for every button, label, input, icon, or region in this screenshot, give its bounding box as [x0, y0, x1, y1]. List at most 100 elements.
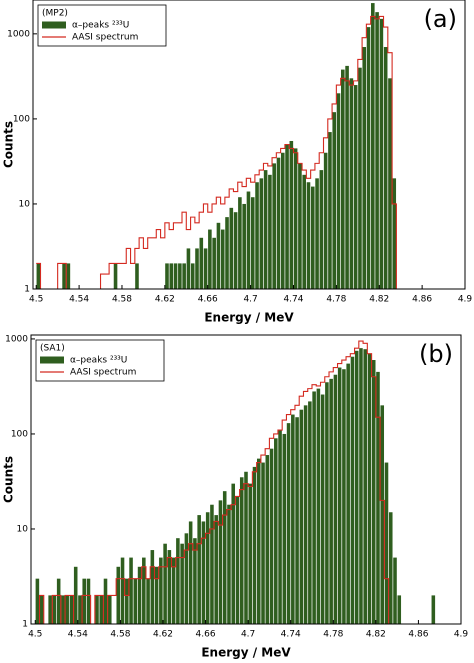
bar — [375, 12, 379, 289]
bar — [302, 174, 306, 289]
bar — [188, 521, 193, 624]
legend-swatch — [40, 356, 64, 364]
x-tick-label: 4.82 — [369, 295, 389, 305]
y-tick-label: 1 — [24, 285, 30, 295]
x-tick-label: 4.5 — [28, 630, 42, 640]
bar — [431, 595, 436, 624]
bar — [350, 356, 355, 624]
y-axis-title: Counts — [2, 121, 16, 168]
bar — [291, 414, 295, 624]
bar — [116, 566, 121, 624]
bar — [176, 538, 180, 624]
step-line — [35, 340, 461, 624]
bar — [125, 578, 129, 624]
bar — [358, 67, 362, 289]
bar — [289, 140, 294, 289]
x-tick-label: 4.74 — [281, 630, 301, 640]
bar — [261, 462, 265, 624]
bar — [312, 391, 316, 624]
bar — [272, 163, 276, 289]
bar — [193, 538, 197, 624]
bar — [195, 248, 199, 289]
bar — [303, 405, 308, 624]
bar — [199, 237, 204, 289]
bar — [379, 18, 384, 289]
bar — [269, 448, 274, 624]
bar — [95, 595, 99, 624]
bar — [286, 423, 291, 624]
bar — [48, 595, 52, 624]
bar — [299, 409, 304, 624]
x-axis-title: Energy / MeV — [201, 646, 291, 660]
plot-frame — [32, 0, 466, 290]
bar — [256, 458, 261, 624]
legend-title: (SA1) — [40, 344, 65, 354]
bar — [346, 363, 350, 624]
bar — [150, 550, 155, 624]
bar — [244, 471, 248, 624]
bar — [146, 578, 150, 624]
bar — [359, 348, 363, 624]
bar — [36, 263, 41, 289]
bar — [169, 263, 174, 289]
bar — [238, 197, 242, 289]
bar — [208, 229, 212, 289]
x-tick-label: 4.9 — [458, 295, 473, 305]
bar — [165, 263, 169, 289]
legend-label: α–peaks ²³³U — [70, 356, 127, 366]
bar — [171, 557, 176, 624]
bar — [265, 455, 270, 624]
bar — [259, 178, 264, 289]
legend-title: (MP2) — [42, 9, 68, 19]
bar — [298, 163, 302, 289]
bar — [69, 595, 74, 624]
bar — [135, 263, 139, 289]
bar — [285, 144, 289, 289]
bar — [337, 367, 342, 624]
step-line — [36, 15, 465, 289]
bar — [342, 369, 346, 624]
x-tick-label: 4.82 — [366, 630, 386, 640]
plot-area — [35, 340, 461, 624]
legend-label: α–peaks ²³³U — [72, 21, 129, 31]
bar — [186, 248, 191, 289]
bar — [371, 3, 375, 289]
bar — [225, 217, 229, 289]
y-tick-label: 100 — [13, 114, 30, 124]
bar — [388, 78, 392, 289]
y-tick-label: 100 — [11, 429, 28, 439]
bar — [99, 595, 104, 624]
bar — [52, 595, 57, 624]
bar — [325, 382, 329, 624]
bar — [184, 533, 189, 624]
bar — [392, 178, 397, 289]
bar — [113, 263, 118, 289]
bar — [268, 174, 272, 289]
bar — [220, 229, 225, 289]
bar — [222, 491, 227, 624]
bar — [61, 595, 65, 624]
x-tick-label: 4.54 — [68, 630, 88, 640]
bar — [216, 222, 221, 289]
plot-frame — [30, 334, 462, 625]
bar — [393, 557, 397, 624]
bar — [349, 78, 354, 289]
bar — [229, 207, 234, 289]
x-tick-label: 4.54 — [69, 295, 89, 305]
x-axis-title: Energy / MeV — [204, 311, 294, 325]
x-tick-label: 4.9 — [454, 630, 469, 640]
bar — [210, 504, 214, 624]
bar — [142, 557, 146, 624]
x-tick-label: 4.7 — [243, 295, 257, 305]
bar — [35, 578, 40, 624]
y-tick-label: 10 — [17, 524, 29, 534]
x-tick-label: 4.74 — [283, 295, 303, 305]
bar — [173, 263, 178, 289]
x-tick-label: 4.66 — [196, 630, 216, 640]
panel: 1 10 100 1000 4.5 4.54 4.58 4.62 4.66 4.7 4.74 4.78… — [2, 0, 473, 325]
y-tick-label: 1000 — [7, 29, 30, 39]
bar — [366, 27, 371, 289]
bar — [308, 401, 312, 624]
bar — [133, 578, 138, 624]
bar — [137, 566, 142, 624]
